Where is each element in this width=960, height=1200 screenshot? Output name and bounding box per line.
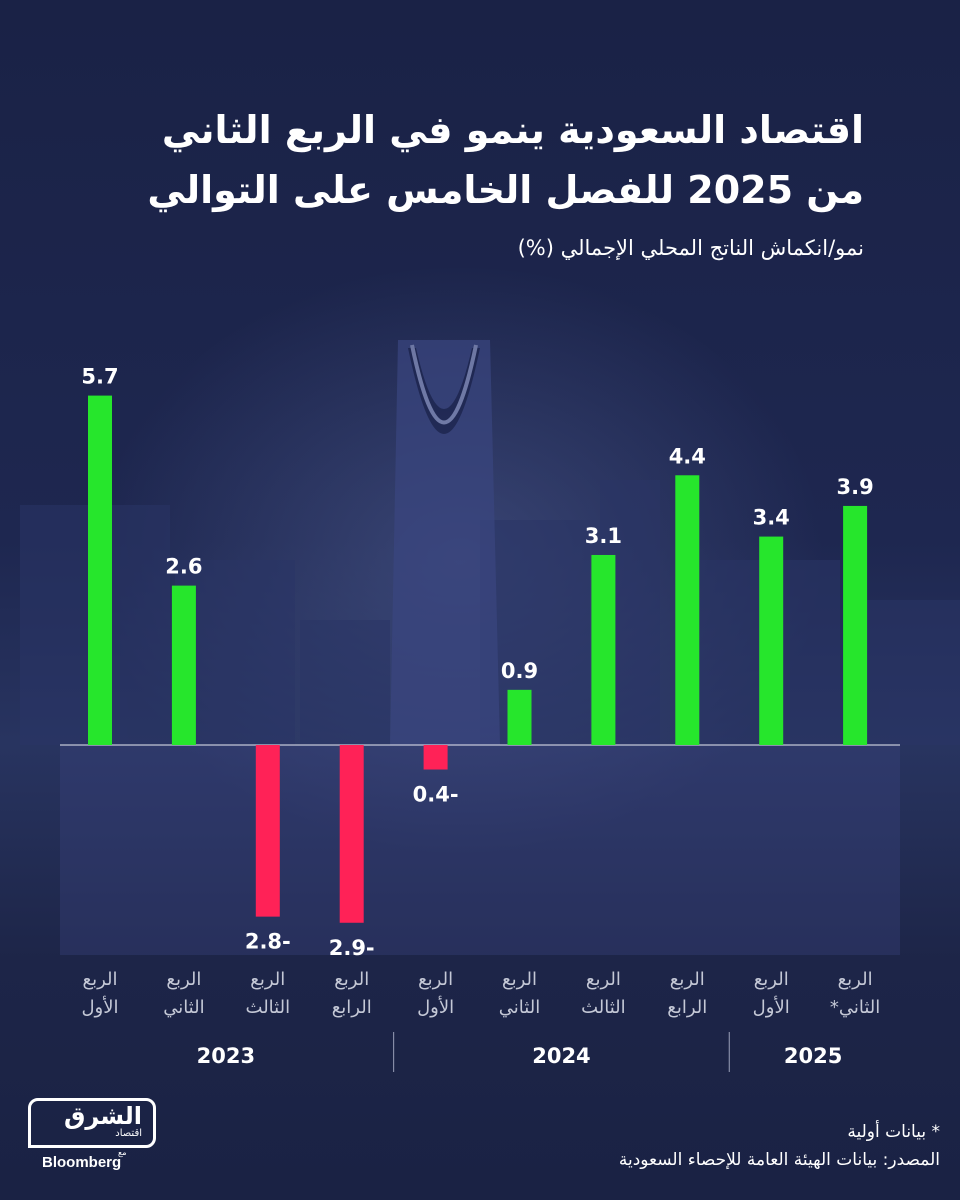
tick-label-line1-4: الربع	[334, 969, 369, 990]
value-label-8: 4.4	[669, 444, 706, 468]
bar-5	[423, 745, 448, 770]
year-label-2024: 2024	[532, 1044, 590, 1068]
kingdom-tower	[390, 340, 500, 745]
value-label-5: 0.4-	[413, 783, 459, 807]
value-label-3: 2.8-	[245, 930, 291, 954]
chart-title: اقتصاد السعودية ينمو في الربع الثاني من …	[64, 100, 864, 220]
tick-label-line2-6: الثاني	[499, 997, 540, 1018]
logo-main-text: الشرق	[63, 1102, 142, 1130]
tick-label-line1-5: الربع	[418, 969, 453, 990]
tick-label-line2-5: الأول	[417, 996, 454, 1018]
value-label-7: 3.1	[585, 524, 622, 548]
chart-subtitle: نمو/انكماش الناتج المحلي الإجمالي (%)	[517, 236, 864, 260]
category-tick-labels: الربع الأول الربع الثاني الربع الثالث الربع الر…	[81, 969, 880, 1018]
footer-notes: * بيانات أولية المصدر: بيانات الهيئة الع…	[340, 1118, 940, 1174]
tick-label-line1-7: الربع	[586, 969, 621, 990]
logo-partner-text: Bloomberg	[42, 1154, 122, 1171]
bar-10	[843, 505, 868, 745]
bar-7	[591, 554, 616, 745]
logo-frame	[28, 1098, 156, 1148]
bars	[88, 395, 868, 923]
logo-sub-text: اقتصاد	[115, 1128, 142, 1139]
bar-4	[339, 745, 364, 923]
year-label-2023: 2023	[197, 1044, 255, 1068]
bar-2	[171, 585, 196, 745]
tick-label-line1-1: الربع	[82, 969, 117, 990]
tick-label-line2-4: الرابع	[332, 997, 372, 1018]
tick-label-line2-2: الثاني	[163, 997, 204, 1018]
value-label-4: 2.9-	[329, 936, 375, 960]
logo-with-text: مع	[118, 1148, 127, 1157]
value-label-10: 3.9	[836, 475, 873, 499]
year-label-2025: 2025	[784, 1044, 842, 1068]
tick-label-line1-10: الربع	[838, 969, 873, 990]
tick-label-line2-7: الثالث	[581, 997, 626, 1018]
tick-label-line1-2: الربع	[166, 969, 201, 990]
tick-label-line2-9: الأول	[753, 996, 790, 1018]
title-line-1: اقتصاد السعودية ينمو في الربع الثاني	[161, 108, 864, 152]
value-labels: 5.7 2.6 2.8- 2.9- 0.4- 0.9 3.1 4.4 3.4 3.9	[81, 365, 873, 960]
bar-9	[759, 536, 784, 745]
bar-3	[255, 745, 280, 917]
bar-6	[507, 689, 532, 745]
title-line-2: من 2025 للفصل الخامس على التوالي	[147, 168, 864, 212]
preliminary-note: * بيانات أولية	[847, 1122, 940, 1142]
tick-label-line1-9: الربع	[754, 969, 789, 990]
asharq-bloomberg-logo: الشرق اقتصاد مع Bloomberg	[28, 1098, 156, 1174]
tick-label-line2-1: الأول	[81, 996, 118, 1018]
tick-label-line2-10: الثاني*	[830, 997, 880, 1018]
tick-label-line2-3: الثالث	[246, 997, 291, 1018]
tick-label-line1-8: الربع	[670, 969, 705, 990]
tick-label-line1-3: الربع	[250, 969, 285, 990]
source-note: المصدر: بيانات الهيئة العامة للإحصاء الس…	[618, 1150, 940, 1170]
bar-8	[675, 475, 700, 745]
tick-label-line1-6: الربع	[502, 969, 537, 990]
tick-label-line2-8: الرابع	[667, 997, 707, 1018]
value-label-2: 2.6	[165, 555, 202, 579]
value-label-6: 0.9	[501, 659, 538, 683]
year-labels: 2023 2024 2025	[197, 1032, 842, 1072]
bar-1	[88, 395, 112, 745]
value-label-1: 5.7	[81, 365, 118, 389]
value-label-9: 3.4	[753, 506, 790, 530]
